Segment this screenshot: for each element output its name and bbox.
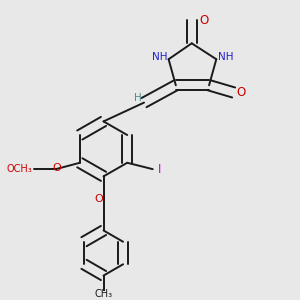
Text: CH₃: CH₃ — [94, 290, 112, 299]
Text: O: O — [94, 194, 103, 204]
Text: OCH₃: OCH₃ — [7, 164, 33, 174]
Text: NH: NH — [218, 52, 233, 62]
Text: NH: NH — [152, 52, 167, 62]
Text: O: O — [199, 14, 208, 27]
Text: I: I — [158, 163, 161, 176]
Text: O: O — [237, 86, 246, 99]
Text: O: O — [52, 163, 61, 173]
Text: H: H — [134, 93, 142, 103]
